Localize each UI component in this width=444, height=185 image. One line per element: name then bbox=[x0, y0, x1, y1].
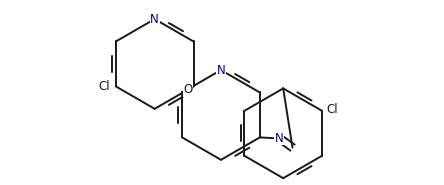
Text: N: N bbox=[151, 13, 159, 26]
Text: Cl: Cl bbox=[326, 103, 338, 116]
Text: N: N bbox=[275, 132, 284, 145]
Text: O: O bbox=[183, 83, 192, 96]
Text: N: N bbox=[217, 64, 226, 77]
Text: Cl: Cl bbox=[98, 80, 110, 93]
